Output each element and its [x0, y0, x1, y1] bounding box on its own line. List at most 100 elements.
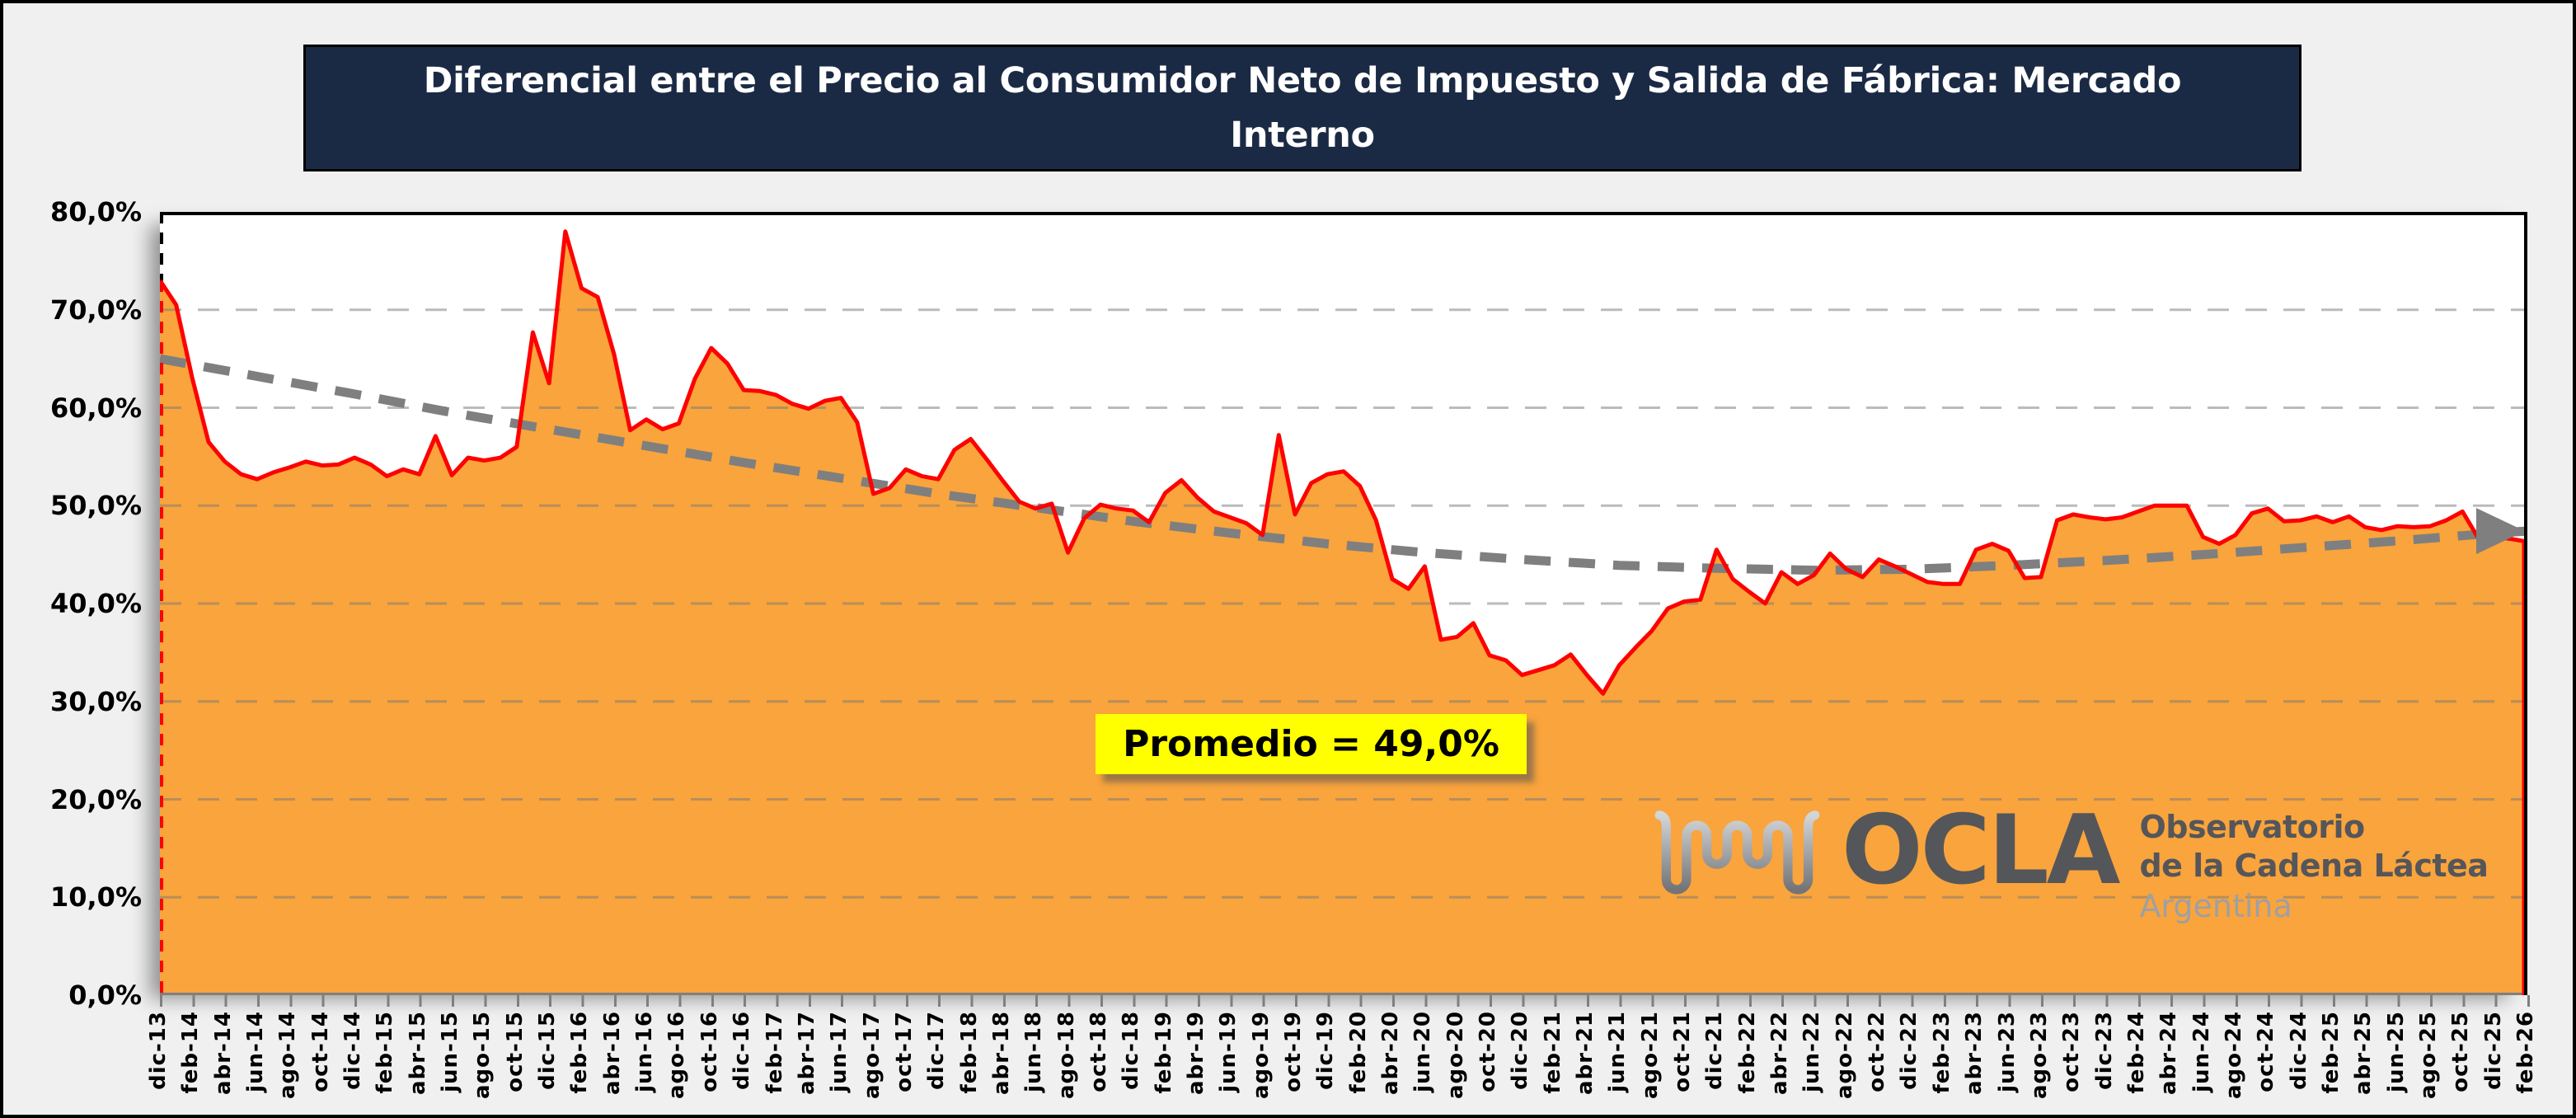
x-tick-label: abr-23 — [1962, 1011, 1987, 1095]
x-tick-label: jun-20 — [1410, 1011, 1436, 1092]
x-tick-label: jun-23 — [1994, 1011, 2020, 1092]
x-tick-label: abr-21 — [1573, 1011, 1598, 1095]
x-tick-label: jun-22 — [1799, 1011, 1825, 1092]
x-tick-label: abr-19 — [1183, 1011, 1208, 1095]
x-tick-label: dic-21 — [1702, 1011, 1728, 1090]
x-tick-label: feb-22 — [1734, 1011, 1760, 1094]
x-tick-label: abr-25 — [2351, 1011, 2377, 1095]
x-tick-label: feb-16 — [567, 1011, 593, 1094]
y-tick-label: 60,0% — [49, 392, 142, 424]
average-label: Promedio = 49,0% — [1123, 723, 1499, 765]
x-tick-label: ago-21 — [1637, 1011, 1663, 1099]
x-axis-ticks — [160, 995, 2531, 1007]
logo-line2: de la Cadena Láctea — [2139, 848, 2489, 884]
x-tick-label: dic-16 — [730, 1011, 755, 1090]
x-tick-label: abr-14 — [210, 1011, 236, 1095]
x-tick-label: dic-23 — [2091, 1011, 2117, 1090]
y-tick-label: 0,0% — [68, 979, 142, 1011]
plot-area — [160, 212, 2527, 995]
chart-title-line1: Diferencial entre el Precio al Consumido… — [423, 60, 2182, 101]
trend-arrowhead — [2476, 508, 2525, 555]
x-tick-label: dic-17 — [924, 1011, 950, 1090]
x-tick-label: feb-25 — [2318, 1011, 2344, 1094]
x-tick-label: jun-24 — [2189, 1011, 2214, 1092]
x-tick-label: abr-16 — [599, 1011, 625, 1095]
chart-title-box: Diferencial entre el Precio al Consumido… — [303, 45, 2302, 171]
logo-line3: Argentina — [2139, 888, 2292, 924]
x-tick-label: ago-17 — [859, 1011, 884, 1099]
x-tick-label: ago-15 — [470, 1011, 495, 1099]
x-tick-label: dic-25 — [2480, 1011, 2506, 1090]
x-tick-label: ago-25 — [2415, 1011, 2441, 1099]
x-tick-label: ago-16 — [664, 1011, 690, 1099]
x-tick-label: feb-26 — [2513, 1011, 2538, 1094]
y-tick-label: 80,0% — [49, 196, 142, 228]
x-tick-label: dic-14 — [340, 1011, 366, 1090]
x-tick-label: oct-16 — [697, 1011, 722, 1092]
x-tick-label: jun-17 — [827, 1011, 852, 1092]
x-tick-label: jun-21 — [1605, 1011, 1631, 1092]
x-tick-label: ago-22 — [1832, 1011, 1857, 1099]
x-tick-label: dic-18 — [1119, 1011, 1144, 1090]
x-tick-label: dic-19 — [1313, 1011, 1339, 1090]
x-tick-label: feb-23 — [1929, 1011, 1954, 1094]
x-tick-label: feb-14 — [178, 1011, 204, 1094]
x-tick-label: jun-16 — [632, 1011, 658, 1092]
y-tick-label: 10,0% — [49, 881, 142, 914]
x-tick-label: ago-23 — [2026, 1011, 2052, 1099]
series-area — [160, 231, 2527, 995]
y-tick-label: 40,0% — [49, 588, 142, 619]
x-tick-label: abr-24 — [2156, 1011, 2182, 1095]
trend-line — [160, 354, 2527, 575]
x-tick-label: feb-18 — [956, 1011, 982, 1094]
x-tick-label: oct-21 — [1670, 1011, 1696, 1092]
x-tick-label: oct-18 — [1086, 1011, 1111, 1092]
x-tick-label: feb-17 — [762, 1011, 787, 1094]
x-tick-label: jun-18 — [1021, 1011, 1047, 1092]
x-tick-label: dic-22 — [1897, 1011, 1922, 1090]
x-tick-label: ago-20 — [1443, 1011, 1468, 1099]
series-line — [160, 229, 2527, 696]
area-chart-svg — [160, 212, 2527, 995]
x-tick-label: oct-25 — [2448, 1011, 2474, 1092]
x-tick-label: jun-19 — [1216, 1011, 1241, 1092]
x-tick-label: ago-19 — [1248, 1011, 1274, 1099]
x-tick-label: feb-19 — [1151, 1011, 1176, 1094]
x-tick-label: oct-20 — [1476, 1011, 1501, 1092]
x-tick-label: abr-20 — [1378, 1011, 1403, 1095]
x-tick-label: oct-19 — [1280, 1011, 1306, 1092]
x-tick-label: jun-25 — [2383, 1011, 2409, 1092]
x-tick-label: abr-15 — [405, 1011, 430, 1095]
x-tick-label: dic-13 — [146, 1011, 171, 1090]
x-tick-label: feb-21 — [1540, 1011, 1565, 1094]
logo-line1: Observatorio — [2139, 809, 2365, 845]
x-tick-label: ago-24 — [2221, 1011, 2246, 1099]
x-tick-label: oct-14 — [307, 1011, 333, 1092]
x-tick-label: jun-14 — [243, 1011, 269, 1092]
x-tick-label: feb-20 — [1345, 1011, 1371, 1094]
x-tick-label: abr-17 — [794, 1011, 819, 1095]
x-tick-label: dic-20 — [1508, 1011, 1533, 1090]
x-tick-label: abr-22 — [1767, 1011, 1793, 1095]
x-tick-label: jun-15 — [438, 1011, 463, 1092]
x-tick-label: oct-23 — [2059, 1011, 2085, 1092]
x-tick-label: dic-24 — [2286, 1011, 2311, 1090]
average-annotation: Promedio = 49,0% — [1096, 714, 1527, 774]
x-tick-label: oct-24 — [2254, 1011, 2279, 1092]
y-tick-label: 30,0% — [49, 685, 142, 717]
x-tick-label: ago-14 — [275, 1011, 301, 1099]
x-tick-label: oct-22 — [1865, 1011, 1890, 1092]
x-tick-label: ago-18 — [1053, 1011, 1079, 1099]
x-tick-label: oct-15 — [502, 1011, 528, 1092]
y-tick-label: 20,0% — [49, 783, 142, 815]
ocla-logo: OCLA Observatorio de la Cadena Láctea Ar… — [1654, 795, 2489, 927]
ocla-waveform-icon — [1654, 810, 1820, 895]
x-tick-label: feb-15 — [373, 1011, 398, 1094]
ocla-acronym: OCLA — [1842, 795, 2120, 906]
y-tick-label: 50,0% — [49, 490, 142, 522]
x-tick-label: abr-18 — [988, 1011, 1014, 1095]
y-tick-label: 70,0% — [49, 294, 142, 326]
x-tick-label: feb-24 — [2123, 1011, 2149, 1094]
chart-title-line2: Interno — [1230, 115, 1375, 156]
